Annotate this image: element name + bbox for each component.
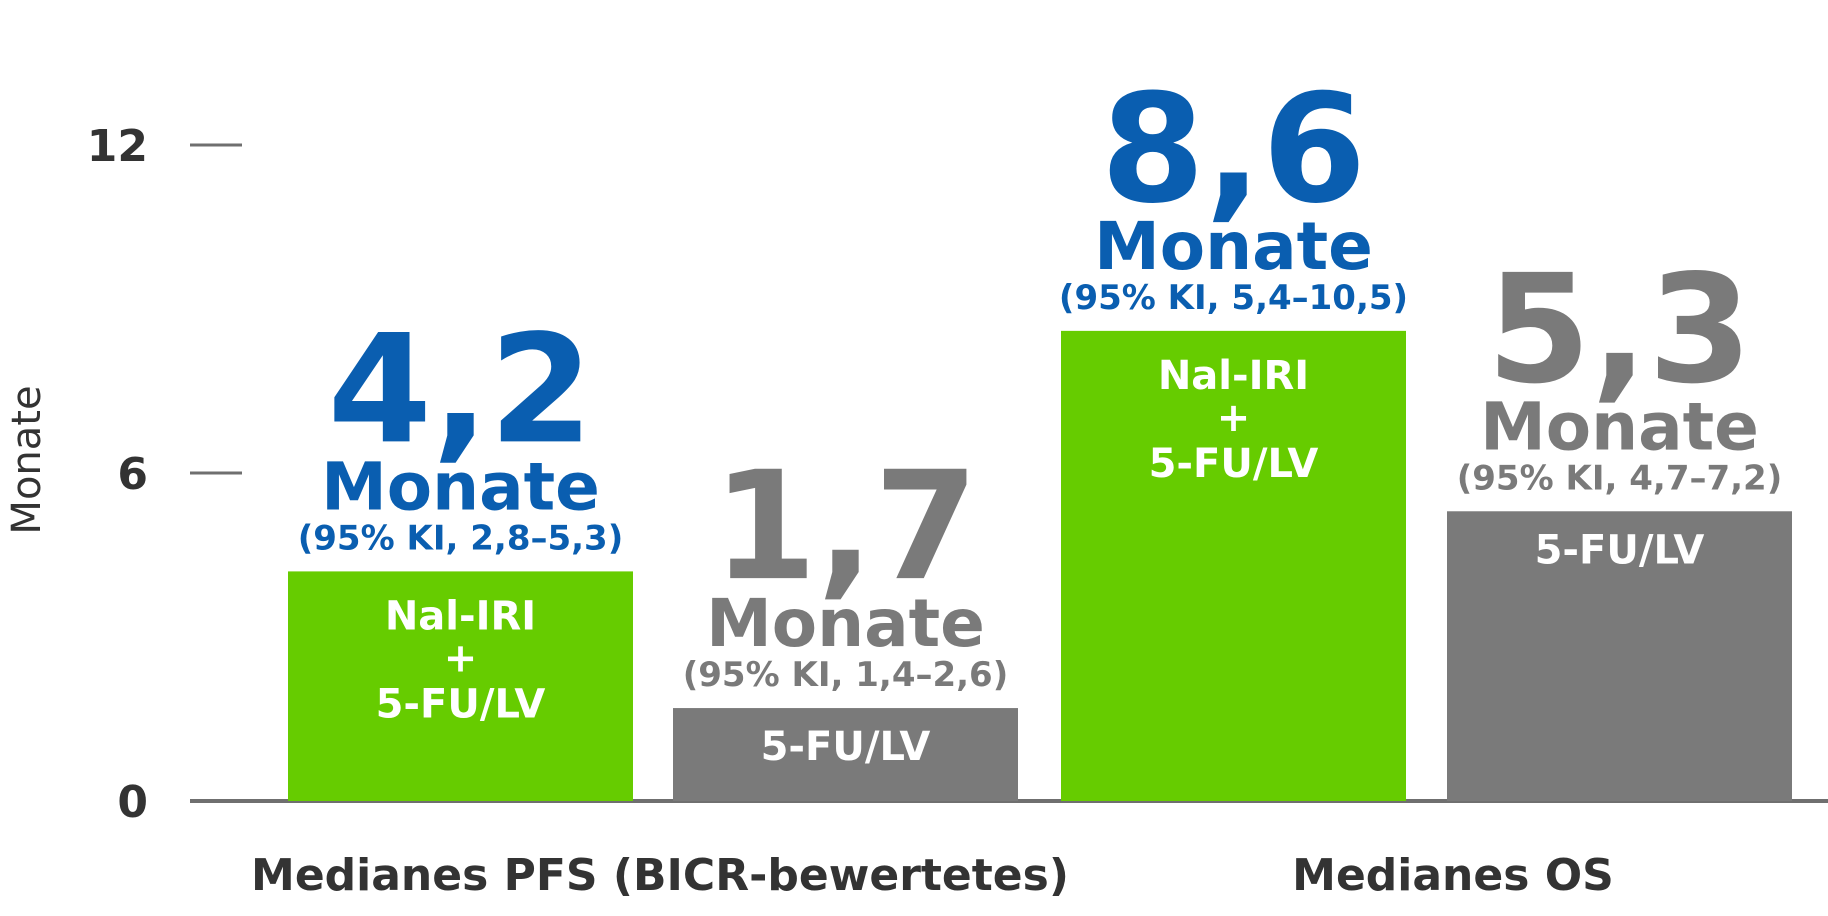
bar-unit-label: Monate <box>706 585 985 662</box>
bar-ci-label: (95% KI, 4,7–7,2) <box>1457 458 1783 498</box>
bar-ci-label: (95% KI, 1,4–2,6) <box>683 655 1009 695</box>
bar-value-label: 5,3 <box>1487 243 1753 417</box>
bar-unit-label: Monate <box>321 448 600 525</box>
bar <box>673 708 1018 801</box>
bar <box>1061 330 1406 801</box>
bar-inner-label: 5-FU/LV <box>1535 527 1705 573</box>
bar-inner-label: Nal-IRI <box>1158 353 1309 399</box>
bar-ci-label: (95% KI, 5,4–10,5) <box>1059 278 1408 318</box>
y-tick-label: 12 <box>87 121 148 172</box>
bar <box>288 571 633 801</box>
bar-inner-label: 5-FU/LV <box>376 681 546 727</box>
bar-value-label: 8,6 <box>1101 63 1367 237</box>
bar-inner-label: Nal-IRI <box>385 593 536 639</box>
bar-unit-label: Monate <box>1094 208 1373 285</box>
bar-inner-label: + <box>1217 395 1251 441</box>
bar <box>1447 511 1792 801</box>
category-label-os: Medianes OS <box>1292 850 1614 901</box>
bar-inner-label: 5-FU/LV <box>1149 441 1319 487</box>
bar-unit-label: Monate <box>1480 388 1759 465</box>
bar-value-label: 1,7 <box>713 440 979 614</box>
bar-inner-label: + <box>444 635 478 681</box>
bar-value-label: 4,2 <box>328 303 594 477</box>
category-label-pfs: Medianes PFS (BICR-bewertetes) <box>251 850 1069 901</box>
y-tick-label: 0 <box>117 777 148 828</box>
bar-ci-label: (95% KI, 2,8–5,3) <box>298 518 624 558</box>
y-tick-label: 6 <box>117 449 148 500</box>
bars <box>288 330 1792 801</box>
y-axis-label: Monate <box>4 385 50 534</box>
y-ticks: 0 6 12 <box>87 121 242 828</box>
bar-inner-label: 5-FU/LV <box>761 724 931 770</box>
